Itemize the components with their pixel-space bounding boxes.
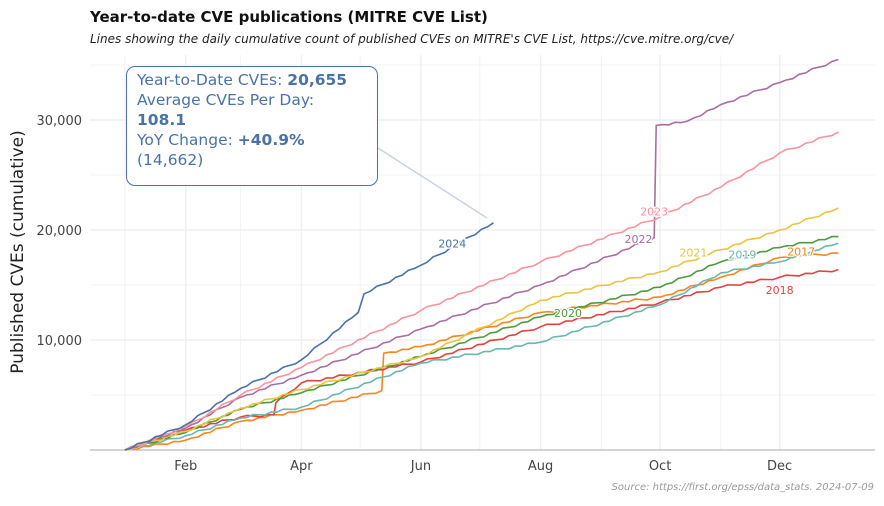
- x-tick-label: Aug: [528, 459, 553, 474]
- series-labels: 2017 2018 2019 2020 2021 2022 2023 2024: [437, 204, 816, 321]
- series-label-2020: 2020: [554, 307, 582, 320]
- ytd-annotation-box: Year-to-Date CVEs: 20,655 Average CVEs P…: [126, 66, 378, 186]
- y-tick-label: 30,000: [37, 114, 83, 129]
- ytd-value: 20,655: [287, 71, 348, 89]
- source-caption: Source: https://first.org/epss/data_stat…: [611, 482, 874, 493]
- series-line-2021: [124, 207, 839, 451]
- series-line-2018: [124, 268, 839, 451]
- series-line-2019: [124, 242, 839, 451]
- series-label-2018: 2018: [766, 284, 794, 297]
- series-label-2023: 2023: [640, 206, 668, 219]
- series-line-2020: [124, 235, 839, 451]
- series-line-2023: [124, 131, 839, 451]
- yoy-label: YoY Change:: [137, 131, 238, 149]
- series-label-2022: 2022: [625, 233, 653, 246]
- series-label-2019: 2019: [728, 249, 756, 262]
- chart-title: Year-to-date CVE publications (MITRE CVE…: [90, 8, 488, 26]
- y-tick-label: 20,000: [37, 224, 83, 239]
- x-tick-label: Jun: [410, 459, 431, 474]
- chart-subtitle: Lines showing the daily cumulative count…: [90, 32, 734, 46]
- x-tick-label: Apr: [290, 459, 313, 474]
- avg-value: 108.1: [137, 111, 187, 129]
- series-label-2024: 2024: [438, 238, 466, 251]
- y-axis-title: Published CVEs (cumulative): [8, 130, 28, 374]
- ytd-label: Year-to-Date CVEs:: [137, 71, 288, 89]
- series-line-2022: [124, 58, 839, 451]
- series-line-2024: [124, 222, 494, 451]
- x-tick-label: Feb: [174, 459, 197, 474]
- x-tick-label: Oct: [649, 459, 671, 474]
- avg-label: Average CVEs Per Day:: [137, 91, 315, 109]
- axis-ticks: 10,000 20,000 30,000 Feb Apr Jun Aug Oct Dec: [37, 114, 793, 474]
- series-label-2017: 2017: [787, 245, 815, 258]
- prior-year-count: (14,662): [137, 151, 204, 169]
- y-tick-label: 10,000: [37, 334, 83, 349]
- series-lines: [124, 58, 839, 451]
- x-tick-label: Dec: [767, 459, 792, 474]
- annotation-connector: [377, 147, 488, 219]
- series-label-2021: 2021: [679, 246, 707, 259]
- yoy-value: +40.9%: [237, 131, 305, 149]
